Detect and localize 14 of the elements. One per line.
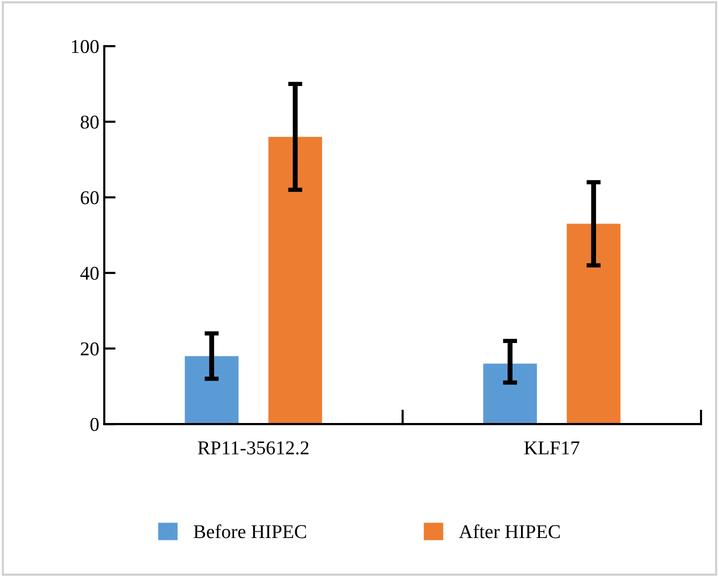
bar (483, 364, 537, 424)
y-tick-label: 100 (72, 40, 99, 54)
y-tick-label: 0 (90, 418, 99, 432)
bar (268, 136, 322, 424)
y-tick-label: 20 (80, 342, 99, 356)
y-tick-label: 40 (80, 266, 99, 280)
bar (184, 356, 239, 424)
legend-label: Before HIPEC (194, 524, 306, 538)
x-tick-label: KLF17 (524, 441, 580, 454)
bar (566, 224, 620, 424)
y-tick-label: 60 (80, 191, 99, 204)
legend-label: After HIPEC (458, 524, 560, 538)
y-tick-label: 80 (80, 116, 99, 129)
x-tick-label: RP11-35612.2 (198, 441, 308, 455)
